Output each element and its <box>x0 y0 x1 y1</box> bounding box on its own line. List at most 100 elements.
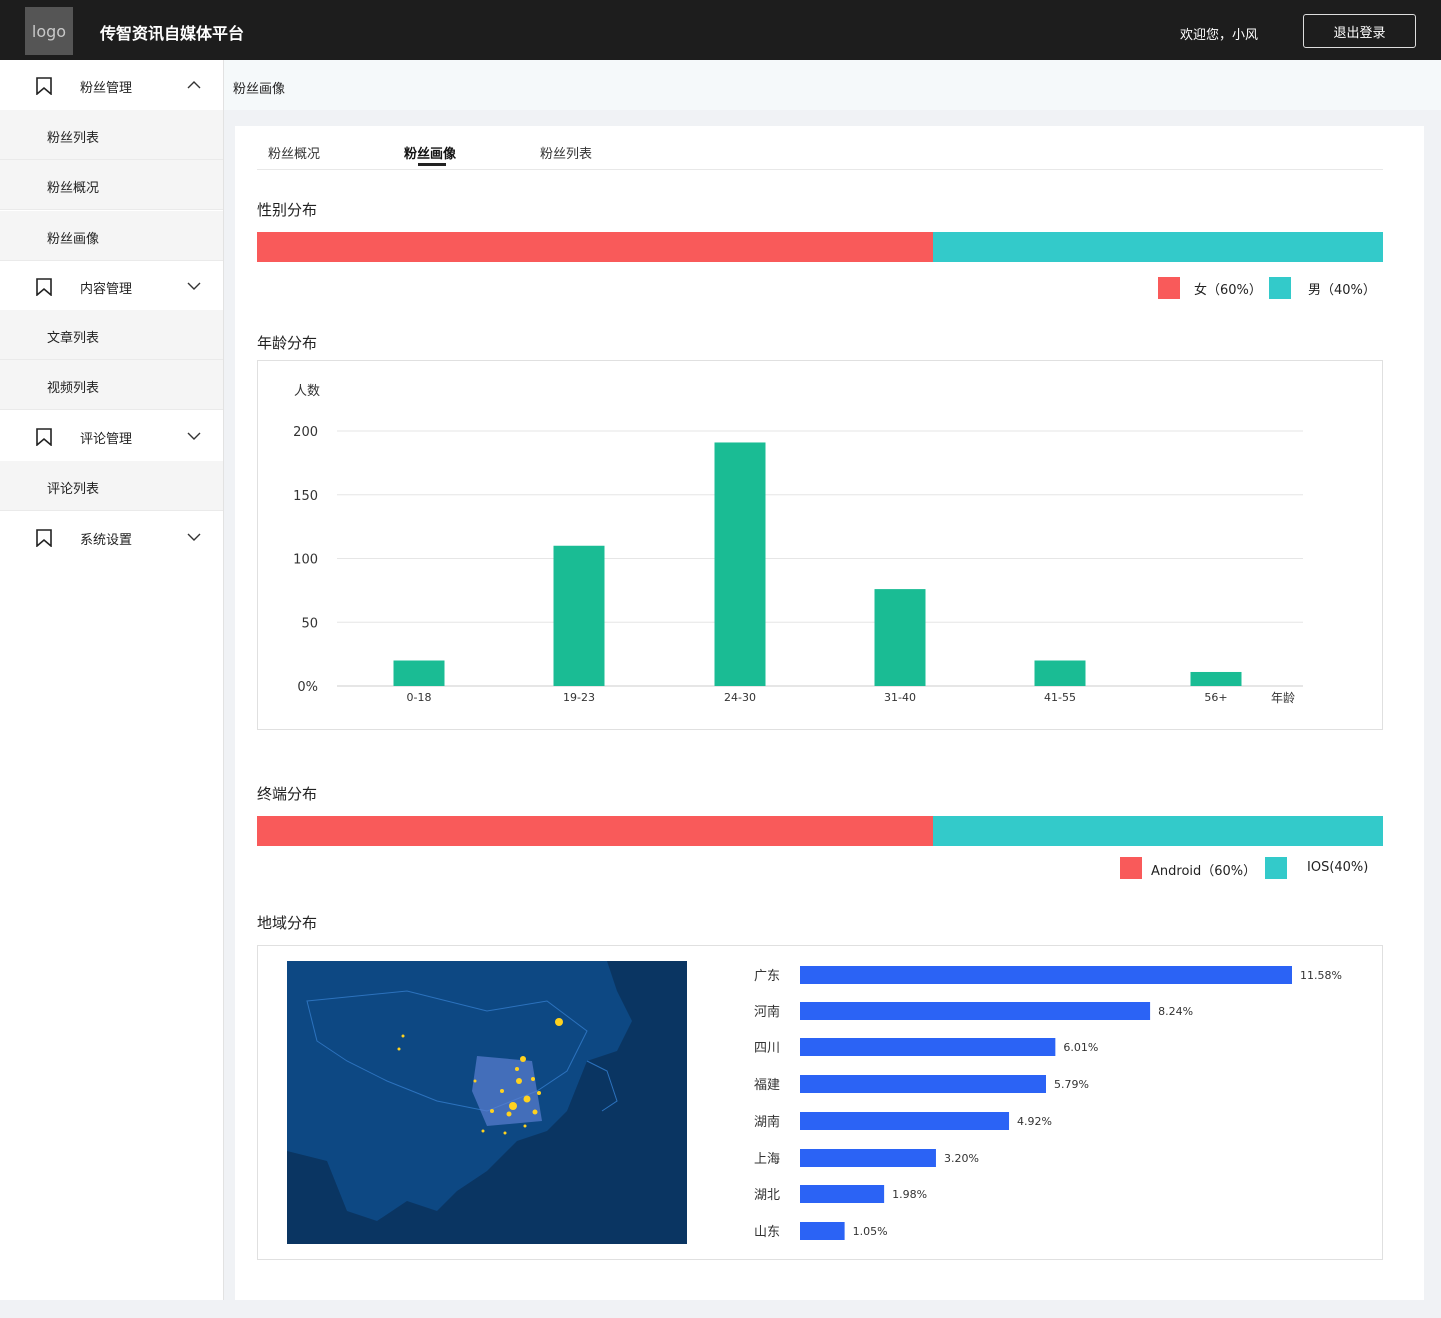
terminal-android-segment <box>257 816 933 846</box>
legend-male-label: 男（40%） <box>1308 283 1376 298</box>
region-label: 湖北 <box>754 1188 780 1203</box>
sidebar-group-label: 内容管理 <box>80 282 133 297</box>
age-chart-box: 人数 0% 50 100 150 200 0-18 19-23 24-30 31-40 41-55 5… <box>257 360 1383 730</box>
sidebar-item-video-list[interactable]: 视频列表 <box>0 360 223 410</box>
region-value-label: 6.01% <box>1063 1041 1098 1054</box>
x-tick-label: 24-30 <box>724 691 756 704</box>
region-bar <box>800 1112 1010 1130</box>
age-bar <box>393 660 445 686</box>
region-bar <box>800 966 1292 984</box>
x-axis-title: 年龄 <box>1271 691 1295 705</box>
age-section-title: 年龄分布 <box>257 334 318 352</box>
age-bar <box>874 589 926 686</box>
main-card: 粉丝概况 粉丝画像 粉丝列表 性别分布 女（60%） 男（40%） 年龄分布 人… <box>235 126 1424 1300</box>
region-value-label: 5.79% <box>1054 1078 1089 1091</box>
terminal-section-title: 终端分布 <box>257 785 318 803</box>
legend-female-label: 女（60%） <box>1194 283 1262 298</box>
age-bar-chart: 人数 0% 50 100 150 200 0-18 19-23 24-30 31-40 41-55 5… <box>293 384 1303 705</box>
sidebar-item-fans-list[interactable]: 粉丝列表 <box>0 110 223 160</box>
region-value-label: 3.20% <box>944 1152 979 1165</box>
sidebar-item-fans-overview[interactable]: 粉丝概况 <box>0 160 223 210</box>
region-bar <box>800 1002 1151 1020</box>
region-value-label: 8.24% <box>1158 1005 1193 1018</box>
sidebar-group-fans[interactable]: 粉丝管理 <box>0 60 223 110</box>
bookmark-icon <box>36 428 52 446</box>
logout-button[interactable]: 退出登录 <box>1303 14 1416 48</box>
region-bar <box>800 1075 1046 1093</box>
legend-female-swatch <box>1158 277 1180 299</box>
sidebar-group-label: 粉丝管理 <box>80 81 133 96</box>
region-bar <box>800 1185 885 1203</box>
map-graphic <box>287 961 687 1244</box>
breadcrumb-current: 粉丝画像 <box>233 82 286 97</box>
region-bar <box>800 1149 936 1167</box>
y-tick-label: 200 <box>293 425 318 440</box>
welcome-text: 欢迎您，小风 <box>1180 28 1259 43</box>
sidebar-item-fans-portrait[interactable]: 粉丝画像 <box>0 211 223 261</box>
chevron-down-icon <box>187 282 201 290</box>
sidebar-item-label: 粉丝概况 <box>47 181 100 196</box>
sidebar-item-label: 文章列表 <box>47 331 100 346</box>
legend-male-swatch <box>1269 277 1291 299</box>
region-label: 上海 <box>754 1152 780 1167</box>
region-label: 福建 <box>754 1078 780 1093</box>
legend-ios-label: IOS(40%) <box>1307 860 1369 875</box>
legend-android-swatch <box>1120 857 1142 879</box>
sidebar: 粉丝管理 粉丝列表 粉丝概况 粉丝画像 内容管理 文章列表 视频列表 评论管理 … <box>0 60 224 1300</box>
age-bar <box>714 442 766 686</box>
app-title: 传智资讯自媒体平台 <box>100 24 245 43</box>
sidebar-group-label: 系统设置 <box>80 533 133 548</box>
y-tick-label: 50 <box>301 616 318 631</box>
region-label: 湖南 <box>754 1114 780 1130</box>
x-tick-label: 41-55 <box>1044 691 1076 704</box>
gender-bar <box>257 232 1383 262</box>
region-bar <box>800 1222 845 1240</box>
tab-fans-list[interactable]: 粉丝列表 <box>540 147 593 162</box>
region-value-label: 1.05% <box>853 1225 888 1238</box>
tab-fans-portrait[interactable]: 粉丝画像 <box>404 147 457 162</box>
legend-android-label: Android（60%） <box>1151 864 1257 879</box>
bookmark-icon <box>36 529 52 547</box>
region-label: 山东 <box>754 1225 780 1240</box>
sidebar-group-label: 评论管理 <box>80 432 133 447</box>
y-tick-label: 100 <box>293 553 318 568</box>
region-bar <box>800 1038 1056 1056</box>
sidebar-group-content[interactable]: 内容管理 <box>0 261 223 311</box>
sidebar-item-label: 粉丝画像 <box>47 232 100 247</box>
x-tick-label: 56+ <box>1204 691 1227 704</box>
y-tick-label: 0% <box>297 680 318 695</box>
sidebar-item-label: 评论列表 <box>47 482 100 497</box>
chevron-down-icon <box>187 432 201 440</box>
china-map <box>287 961 687 1244</box>
tab-fans-overview[interactable]: 粉丝概况 <box>268 147 321 162</box>
region-value-label: 4.92% <box>1017 1115 1052 1128</box>
x-tick-label: 31-40 <box>884 691 916 704</box>
region-label: 广东 <box>754 969 780 984</box>
sidebar-item-article-list[interactable]: 文章列表 <box>0 310 223 360</box>
chevron-up-icon <box>187 81 201 89</box>
region-box: 广东 11.58% 河南 8.24% 四川 6.01% 福建 5.79% 湖南 4.92% 上海 3.… <box>257 945 1383 1260</box>
y-tick-label: 150 <box>293 489 318 504</box>
region-value-label: 1.98% <box>892 1188 927 1201</box>
x-tick-label: 0-18 <box>407 691 432 704</box>
top-header: logo 传智资讯自媒体平台 欢迎您，小风 退出登录 <box>0 0 1441 60</box>
chevron-down-icon <box>187 533 201 541</box>
terminal-bar <box>257 816 1383 846</box>
region-value-label: 11.58% <box>1300 969 1342 982</box>
region-bar-chart: 广东 11.58% 河南 8.24% 四川 6.01% 福建 5.79% 湖南 4.92% 上海 3.… <box>754 966 1342 1240</box>
x-tick-label: 19-23 <box>563 691 595 704</box>
sidebar-group-comments[interactable]: 评论管理 <box>0 411 223 461</box>
region-label: 四川 <box>754 1041 780 1056</box>
region-label: 河南 <box>754 1004 780 1020</box>
sidebar-item-comment-list[interactable]: 评论列表 <box>0 461 223 511</box>
age-bar <box>1190 671 1242 686</box>
legend-ios-swatch <box>1265 857 1287 879</box>
bookmark-icon <box>36 278 52 296</box>
bookmark-icon <box>36 77 52 95</box>
age-bar <box>553 545 605 686</box>
sidebar-group-settings[interactable]: 系统设置 <box>0 512 223 562</box>
sidebar-item-label: 粉丝列表 <box>47 131 100 146</box>
region-section-title: 地域分布 <box>257 914 318 932</box>
gender-female-segment <box>257 232 933 262</box>
gender-section-title: 性别分布 <box>257 201 318 219</box>
